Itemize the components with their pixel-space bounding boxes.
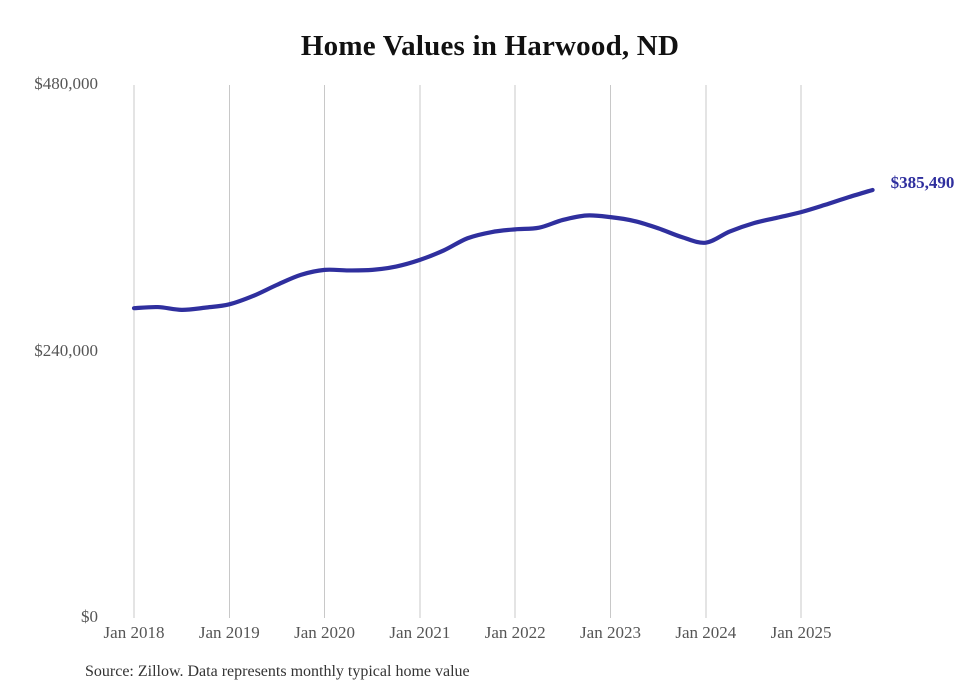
y-axis-tick-label: $480,000 [34,74,98,93]
gridlines-group [133,85,802,618]
x-axis-tick-label: Jan 2024 [675,623,737,642]
x-axis-tick-label: Jan 2025 [770,623,832,642]
source-note: Source: Zillow. Data represents monthly … [85,663,470,680]
x-axis-tick-label: Jan 2018 [103,623,165,642]
x-axis-tick-label: Jan 2020 [294,623,356,642]
x-axis-tick-label: Jan 2023 [580,623,641,642]
series-line-home-values [131,187,875,312]
y-axis-tick-label: $0 [81,607,98,626]
x-axis-tick-label: Jan 2019 [198,623,260,642]
y-axis-tick-label: $240,000 [34,340,98,360]
end-value-annotation: $385,490 [890,172,955,192]
x-axis-tick-label: Jan 2022 [484,623,546,642]
x-axis-tick-label: Jan 2021 [389,623,451,642]
chart-title: Home Values in Harwood, ND [300,30,680,62]
